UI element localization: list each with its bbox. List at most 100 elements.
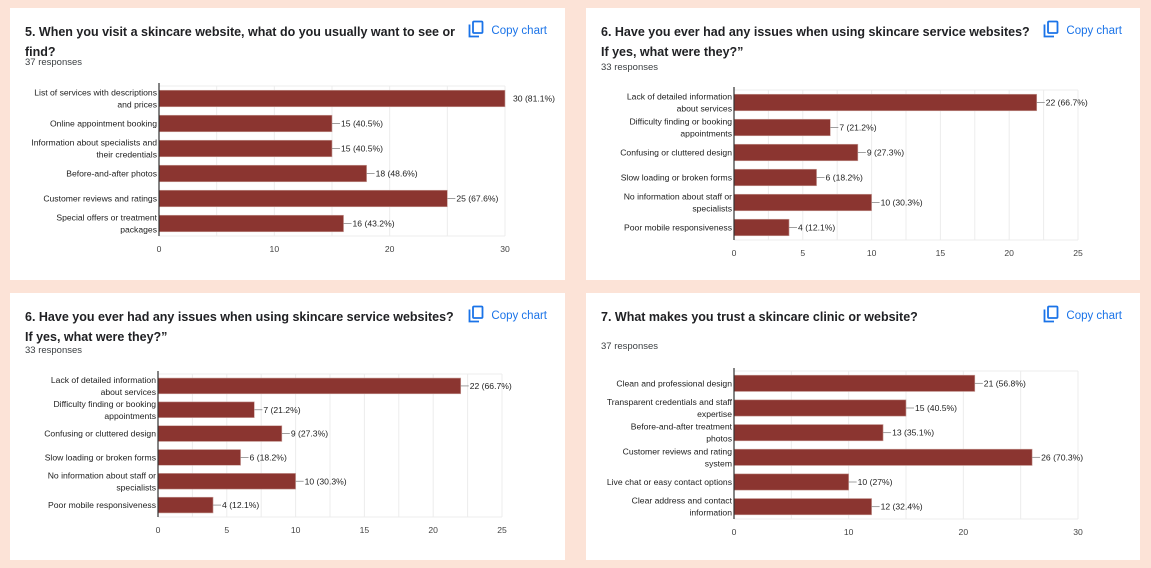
response-count: 33 responses — [25, 345, 83, 356]
category-label: Transparent credentials and staff — [607, 397, 733, 407]
bar-chart: 0 5 10 15 20 25 22 (66.7%) Lack of detailed inf… — [44, 371, 512, 535]
data-label: 10 (30.3%) — [881, 198, 923, 208]
x-tick-label: 25 — [1073, 248, 1083, 258]
x-tick-label: 10 — [270, 244, 280, 254]
data-label: 21 (56.8%) — [984, 378, 1026, 388]
category-label: Confusing or cluttered design — [44, 429, 156, 439]
category-label: packages — [120, 225, 157, 235]
data-label: 15 (40.5%) — [341, 119, 383, 129]
category-label: Poor mobile responsiveness — [624, 223, 732, 233]
x-tick-label: 15 — [936, 248, 946, 258]
copy-chart-button[interactable]: Copy chart — [468, 305, 547, 326]
category-label: system — [705, 458, 732, 468]
bar — [733, 498, 872, 516]
category-label: Poor mobile responsiveness — [48, 500, 156, 510]
bar-chart: 0 10 20 30 21 (56.8%) Clean and professional … — [607, 368, 1083, 537]
category-label: about services — [677, 104, 732, 114]
category-label: Slow loading or broken forms — [45, 452, 156, 462]
bar — [733, 218, 790, 237]
category-label: Lack of detailed information — [627, 92, 732, 102]
x-tick-label: 20 — [959, 527, 969, 537]
data-label: 30 (81.1%) — [513, 94, 555, 104]
bar-chart: 0 5 10 15 20 25 22 (66.7%) Lack of detailed inf… — [620, 87, 1088, 258]
bar — [158, 164, 367, 183]
bar — [733, 448, 1033, 466]
chart-title: 7. What makes you trust a skincare clini… — [601, 310, 918, 324]
category-label: Live chat or easy contact options — [607, 477, 732, 487]
category-label: Difficulty finding or booking — [53, 399, 156, 409]
category-label: No information about staff or — [48, 470, 156, 480]
bar-chart: 0 10 20 30 30 (81.1%) List of services with d… — [31, 83, 555, 254]
category-label: Online appointment booking — [50, 119, 157, 129]
response-count: 33 responses — [601, 62, 659, 73]
data-label: 4 (12.1%) — [798, 223, 835, 233]
chart-card-q6-duplicate: 6. Have you ever had any issues ‏when us… — [10, 293, 565, 560]
data-label: 7 (21.2%) — [839, 123, 876, 133]
category-label: specialists — [692, 204, 732, 214]
category-label: List of services with descriptions — [34, 88, 157, 98]
bar — [158, 89, 506, 108]
x-tick-label: 5 — [224, 525, 229, 535]
bar — [733, 399, 907, 417]
category-label: photos — [706, 434, 732, 444]
bar — [157, 496, 214, 514]
response-count: 37 responses — [25, 57, 83, 68]
chart-title: 5. When you visit a skincare website, wh… — [25, 25, 455, 59]
data-label: 6 (18.2%) — [250, 452, 287, 462]
category-label: Special offers or treatment — [56, 213, 157, 223]
chart-card-q6: 6. Have you ever had any issues ‏when us… — [586, 8, 1140, 280]
data-label: 9 (27.3%) — [867, 148, 904, 158]
bar — [733, 93, 1038, 112]
bar — [733, 473, 849, 491]
response-count: 37 responses — [601, 341, 659, 352]
x-tick-label: 0 — [157, 244, 162, 254]
data-label: 22 (66.7%) — [1046, 98, 1088, 108]
x-tick-label: 10 — [844, 527, 854, 537]
bar — [733, 168, 817, 187]
bar — [157, 473, 296, 490]
bar — [733, 143, 859, 162]
bar — [157, 401, 255, 418]
bar — [157, 425, 283, 442]
category-label: Difficulty finding or booking — [629, 117, 732, 127]
category-label: information — [689, 508, 732, 518]
bar — [158, 189, 448, 208]
data-label: 13 (35.1%) — [892, 428, 934, 438]
data-label: 10 (30.3%) — [305, 476, 347, 486]
category-label: appointments — [680, 129, 732, 139]
bar — [157, 377, 462, 395]
chart-title: 6. Have you ever had any issues ‏when us… — [25, 310, 454, 344]
category-label: Clear address and contact — [632, 496, 733, 506]
copy-chart-button[interactable]: Copy chart — [1043, 20, 1122, 41]
chart-title: 6. Have you ever had any issues ‏when us… — [601, 25, 1030, 59]
category-label: Before-and-after photos — [66, 169, 157, 179]
data-label: 22 (66.7%) — [470, 381, 512, 391]
category-label: expertise — [697, 409, 732, 419]
category-label: Lack of detailed information — [51, 375, 156, 385]
bar — [733, 424, 884, 442]
category-label: Information about specialists and — [31, 138, 157, 148]
data-label: 4 (12.1%) — [222, 500, 259, 510]
copy-chart-button[interactable]: Copy chart — [468, 20, 547, 41]
copy-chart-label: Copy chart — [491, 309, 547, 322]
category-label: and prices — [117, 100, 157, 110]
copy-chart-label: Copy chart — [491, 24, 547, 37]
category-label: Before-and-after treatment — [631, 422, 733, 432]
copy-chart-label: Copy chart — [1066, 24, 1122, 37]
x-tick-label: 0 — [732, 248, 737, 258]
bar — [158, 114, 333, 133]
bar — [733, 193, 872, 212]
x-tick-label: 30 — [1073, 527, 1083, 537]
x-tick-label: 10 — [291, 525, 301, 535]
copy-icon — [468, 305, 484, 326]
x-tick-label: 25 — [497, 525, 507, 535]
copy-icon — [1043, 305, 1059, 326]
bar — [157, 449, 241, 466]
x-tick-label: 0 — [732, 527, 737, 537]
data-label: 18 (48.6%) — [376, 169, 418, 179]
data-label: 15 (40.5%) — [341, 144, 383, 154]
category-label: their credentials — [96, 150, 157, 160]
category-label: Customer reviews and rating — [623, 446, 733, 456]
copy-chart-button[interactable]: Copy chart — [1043, 305, 1122, 326]
chart-card-q7: 7. What makes you trust a skincare clini… — [586, 293, 1140, 560]
